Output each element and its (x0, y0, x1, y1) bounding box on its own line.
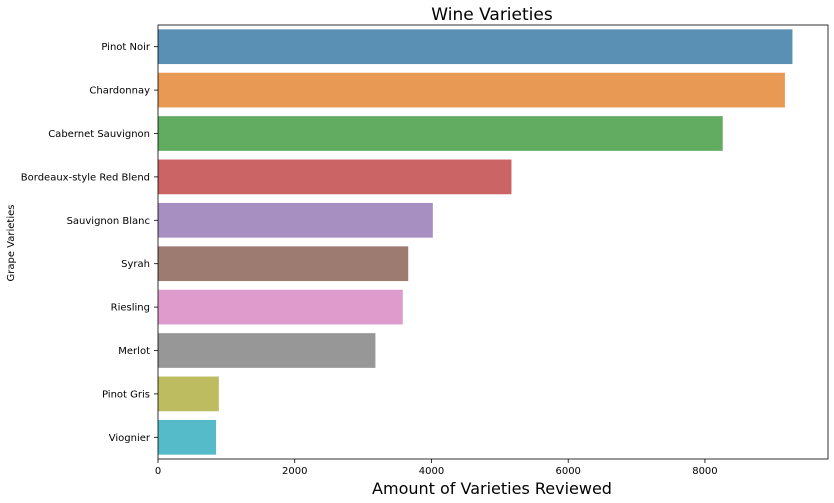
y-tick-label-9: Viognier (109, 433, 151, 444)
x-ticks-layer: 0 2000 4000 6000 8000 (155, 459, 718, 477)
bars-layer (158, 29, 793, 455)
x-tick-label-2: 4000 (419, 466, 444, 477)
x-tick-label-1: 2000 (282, 466, 307, 477)
bar-1 (158, 72, 785, 108)
y-tick-label-1: Chardonnay (89, 86, 150, 97)
bar-0 (158, 29, 793, 65)
y-ticks-layer: Pinot Noir Chardonnay Cabernet Sauvignon Bo… (21, 42, 158, 444)
bar-6 (158, 289, 403, 325)
bar-4 (158, 202, 433, 238)
y-tick-label-4: Sauvignon Blanc (67, 216, 150, 227)
y-axis-label: Grape Varieties (6, 205, 17, 282)
y-tick-label-0: Pinot Noir (101, 42, 151, 53)
bar-7 (158, 333, 376, 368)
y-tick-label-8: Pinot Gris (102, 389, 150, 400)
y-tick-label-5: Syrah (121, 259, 150, 270)
x-axis-label: Amount of Varieties Reviewed (372, 479, 612, 498)
y-tick-label-2: Cabernet Sauvignon (48, 129, 150, 140)
x-tick-label-4: 8000 (692, 466, 717, 477)
bar-5 (158, 246, 409, 282)
x-tick-label-3: 6000 (555, 466, 580, 477)
y-tick-label-6: Riesling (111, 303, 150, 314)
bar-8 (158, 376, 219, 412)
bar-3 (158, 159, 512, 195)
y-tick-label-3: Bordeaux-style Red Blend (21, 172, 150, 183)
chart-title: Wine Varieties (431, 5, 553, 25)
x-tick-label-0: 0 (155, 466, 161, 477)
bar-2 (158, 116, 723, 151)
bar-9 (158, 419, 217, 455)
plot-frame (157, 24, 829, 460)
y-tick-label-7: Merlot (118, 346, 150, 357)
